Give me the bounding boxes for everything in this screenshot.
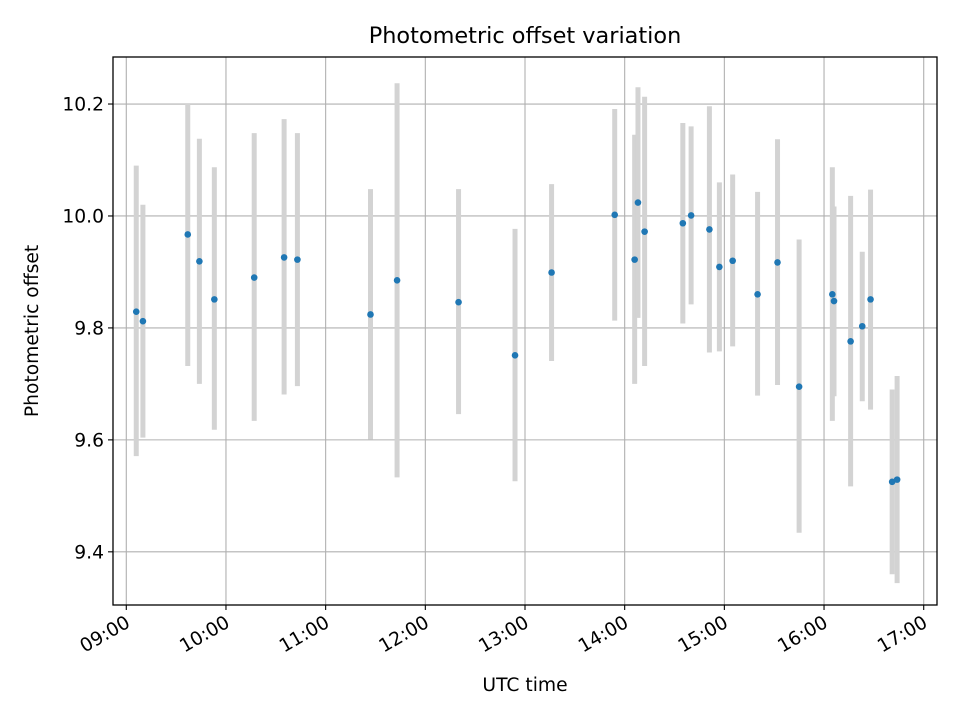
data-point — [795, 383, 803, 390]
data-point — [706, 226, 713, 233]
y-tick-label: 10.2 — [62, 95, 104, 116]
data-point — [367, 311, 374, 318]
data-point — [196, 258, 203, 265]
data-point — [611, 211, 619, 219]
data-point — [548, 269, 555, 276]
data-point — [641, 228, 648, 235]
data-point — [511, 352, 519, 359]
data-point — [455, 298, 462, 306]
data-point — [393, 277, 401, 284]
data-markers — [132, 199, 901, 486]
y-axis-title: Photometric offset — [22, 245, 43, 417]
data-point — [132, 308, 140, 315]
y-tick-label: 10.0 — [62, 206, 104, 227]
chart-title: Photometric offset variation — [369, 23, 682, 49]
y-tick-label: 9.6 — [74, 430, 104, 451]
data-point — [830, 297, 838, 305]
data-point — [754, 291, 761, 298]
data-point — [847, 338, 854, 345]
data-point — [888, 478, 896, 486]
data-point — [280, 254, 288, 261]
data-point — [829, 291, 836, 298]
y-axis: 9.4 9.6 9.8 10.0 10.2 — [62, 95, 113, 563]
y-tick-label: 9.8 — [74, 318, 104, 339]
data-point — [687, 212, 695, 219]
x-axis-title: UTC time — [482, 675, 567, 696]
data-point — [139, 317, 147, 325]
data-point — [294, 256, 301, 263]
data-point — [211, 296, 218, 303]
data-point — [893, 476, 901, 483]
data-point — [867, 296, 874, 303]
y-tick-label: 9.4 — [74, 542, 104, 563]
data-point — [184, 231, 192, 238]
data-point — [716, 263, 723, 271]
data-point — [729, 257, 736, 265]
data-point — [631, 256, 638, 263]
data-point — [679, 219, 687, 227]
data-point — [858, 322, 866, 330]
data-point — [634, 199, 642, 206]
data-point — [250, 274, 258, 281]
data-point — [774, 259, 781, 266]
